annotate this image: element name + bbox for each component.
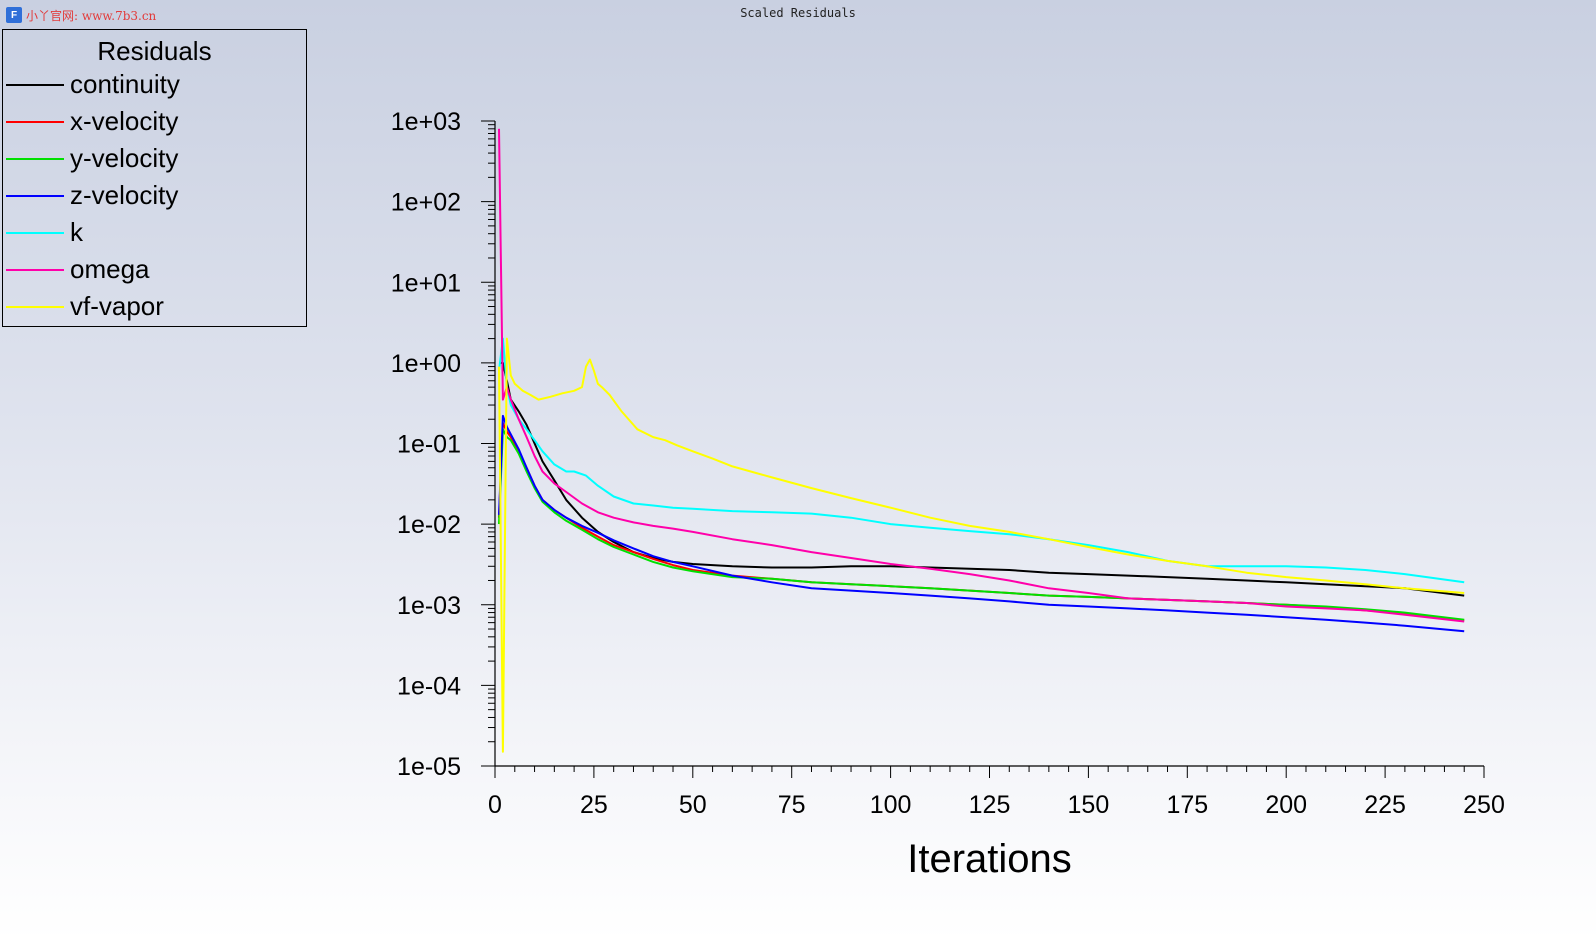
x-tick-label: 50 xyxy=(679,791,707,819)
legend-item-k: k xyxy=(3,214,306,251)
legend-item-vf-vapor: vf-vapor xyxy=(3,288,306,325)
series-line-z-velocity xyxy=(498,414,1465,633)
x-tick-label: 25 xyxy=(580,791,608,819)
legend: Residuals continuity x-velocity y-veloci… xyxy=(2,29,307,327)
watermark: F 小丫官网: www.7b3.cn xyxy=(6,6,156,24)
y-tick-label: 1e+00 xyxy=(391,350,461,378)
watermark-text: 小丫官网: www.7b3.cn xyxy=(26,8,157,23)
x-tick-label: 175 xyxy=(1166,791,1208,819)
legend-label: vf-vapor xyxy=(70,291,164,321)
legend-label: z-velocity xyxy=(70,180,179,210)
legend-title: Residuals xyxy=(97,36,212,66)
legend-swatch xyxy=(6,83,64,86)
legend-item-z-velocity: z-velocity xyxy=(3,177,306,214)
legend-swatch xyxy=(6,231,64,234)
series-line-vf-vapor xyxy=(498,337,1465,753)
y-tick-label: 1e-01 xyxy=(397,431,461,459)
x-axis-label: Iterations xyxy=(907,837,1072,881)
x-tick-label: 200 xyxy=(1265,791,1307,819)
y-tick-label: 1e-04 xyxy=(397,672,461,700)
x-tick-label: 75 xyxy=(778,791,806,819)
y-tick-label: 1e-02 xyxy=(397,511,461,539)
legend-swatch xyxy=(6,194,64,197)
legend-label: k xyxy=(70,217,83,247)
x-tick-label: 225 xyxy=(1364,791,1406,819)
x-tick-label: 0 xyxy=(488,791,502,819)
series-line-k xyxy=(498,337,1465,584)
y-tick-label: 1e+03 xyxy=(391,108,461,136)
legend-swatch xyxy=(6,157,64,160)
legend-item-x-velocity: x-velocity xyxy=(3,103,306,140)
legend-label: continuity xyxy=(70,69,180,99)
legend-label: y-velocity xyxy=(70,143,179,173)
legend-label: omega xyxy=(70,254,150,284)
x-tick-label: 100 xyxy=(870,791,912,819)
legend-item-omega: omega xyxy=(3,251,306,288)
series-line-continuity xyxy=(499,361,1465,597)
legend-item-y-velocity: y-velocity xyxy=(3,140,306,177)
series-line-omega xyxy=(498,128,1465,623)
y-tick-label: 1e+01 xyxy=(391,269,461,297)
y-tick-label: 1e-05 xyxy=(397,753,461,781)
legend-swatch xyxy=(6,305,64,308)
legend-swatch xyxy=(6,268,64,271)
x-tick-label: 250 xyxy=(1463,791,1505,819)
plot-title: Scaled Residuals xyxy=(740,6,856,20)
y-tick-label: 1e+02 xyxy=(391,189,461,217)
x-tick-label: 125 xyxy=(969,791,1011,819)
x-tick-label: 150 xyxy=(1068,791,1110,819)
app-logo-icon: F xyxy=(6,7,22,23)
legend-label: x-velocity xyxy=(70,106,179,136)
legend-item-continuity: continuity xyxy=(3,66,306,103)
legend-swatch xyxy=(6,120,64,123)
y-tick-label: 1e-03 xyxy=(397,592,461,620)
